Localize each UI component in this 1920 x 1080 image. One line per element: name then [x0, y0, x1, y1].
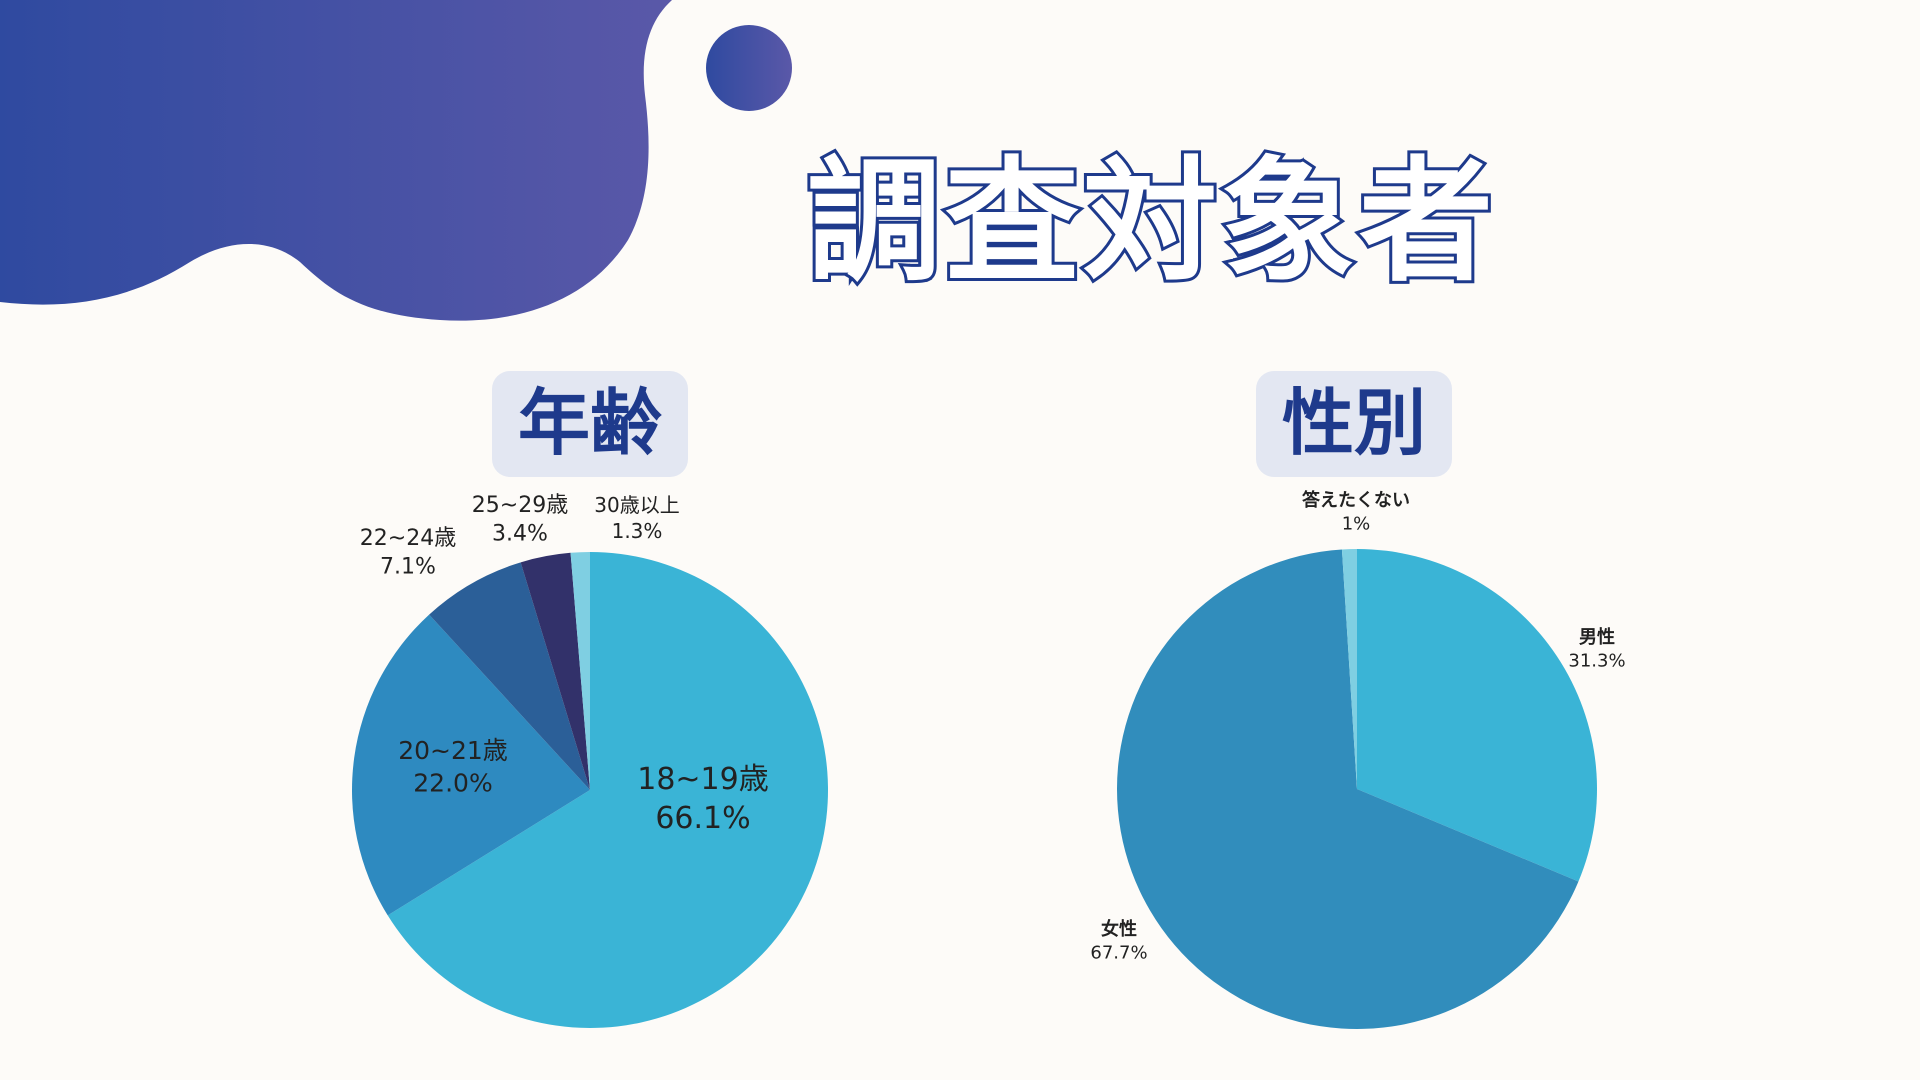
- gender-pie-chart: 男性 31.3% 女性 67.7% 答えたくない 1%: [1090, 489, 1626, 1029]
- age-slice-category-2: 20~21歳: [398, 736, 508, 765]
- age-pie-slice-1: [387, 552, 829, 1028]
- decorative-blob: [0, 0, 672, 321]
- gender-pie-slice-2: [1117, 549, 1579, 1029]
- age-slice-category-4: 25~29歳: [472, 493, 568, 518]
- gender-slice-category-2: 女性: [1101, 918, 1137, 940]
- age-slice-label-3: 22~24歳 7.1%: [360, 526, 456, 580]
- age-chart-title: 年齢: [518, 381, 662, 465]
- gender-chart-title: 性別: [1282, 381, 1426, 465]
- gender-pie-slice-3: [1341, 549, 1357, 789]
- age-slice-category-1: 18~19歳: [637, 762, 768, 797]
- gender-slice-category-3: 答えたくない: [1302, 489, 1410, 511]
- gender-label-box: [1256, 371, 1452, 477]
- age-label-box: [492, 371, 688, 477]
- gender-slice-value-2: 67.7%: [1090, 942, 1147, 963]
- age-slice-category-3: 22~24歳: [360, 526, 456, 551]
- gender-pie-slice-1: [1357, 549, 1597, 882]
- age-slice-value-4: 3.4%: [492, 522, 548, 547]
- age-slice-value-1: 66.1%: [655, 801, 750, 836]
- gender-slice-category-1: 男性: [1579, 626, 1615, 648]
- age-slice-label-4: 25~29歳 3.4%: [472, 493, 568, 547]
- age-slice-category-5: 30歳以上: [594, 493, 679, 517]
- gender-slice-value-1: 31.3%: [1568, 650, 1625, 671]
- decorative-dot: [706, 25, 792, 111]
- age-slice-value-5: 1.3%: [612, 519, 663, 543]
- age-pie-chart: 18~19歳 66.1% 20~21歳 22.0% 22~24歳 7.1% 25~29歳 3.…: [352, 493, 829, 1028]
- age-pie-slice-3: [429, 562, 590, 790]
- age-slice-value-2: 22.0%: [413, 769, 492, 798]
- age-pie-slice-5: [570, 552, 590, 790]
- age-pie-slice-2: [352, 614, 590, 916]
- page-title: 調査対象者: [807, 144, 1497, 300]
- age-slice-value-3: 7.1%: [380, 555, 436, 580]
- gender-slice-value-3: 1%: [1342, 513, 1371, 534]
- gender-slice-label-1: 男性 31.3%: [1568, 626, 1625, 671]
- age-slice-label-5: 30歳以上 1.3%: [594, 493, 679, 543]
- age-slice-label-2: 20~21歳 22.0%: [398, 736, 508, 798]
- gender-slice-label-2: 女性 67.7%: [1090, 918, 1147, 963]
- gender-slice-label-3: 答えたくない 1%: [1302, 489, 1410, 534]
- age-slice-label-1: 18~19歳 66.1%: [637, 762, 768, 836]
- age-pie-slice-4: [520, 552, 590, 790]
